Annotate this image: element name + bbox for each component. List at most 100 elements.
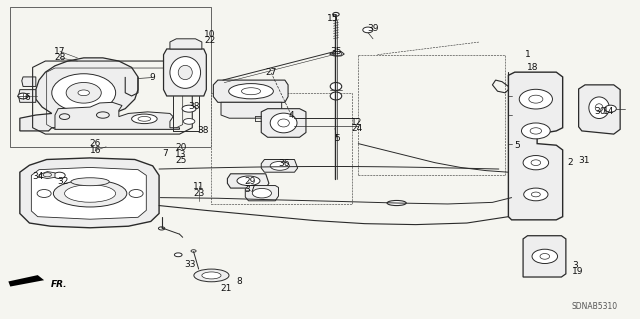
Polygon shape — [20, 158, 159, 228]
Text: 13: 13 — [175, 150, 186, 159]
Polygon shape — [261, 160, 298, 172]
Polygon shape — [170, 39, 202, 49]
Ellipse shape — [60, 114, 70, 120]
Ellipse shape — [170, 56, 200, 88]
Ellipse shape — [53, 180, 127, 207]
Ellipse shape — [170, 68, 193, 80]
Polygon shape — [227, 174, 269, 188]
Ellipse shape — [330, 92, 342, 100]
Polygon shape — [8, 275, 44, 286]
Ellipse shape — [18, 93, 28, 99]
Text: FR.: FR. — [51, 279, 67, 288]
Text: 39: 39 — [367, 24, 379, 33]
Ellipse shape — [202, 272, 221, 279]
Ellipse shape — [605, 105, 616, 112]
Ellipse shape — [589, 97, 609, 119]
Ellipse shape — [523, 156, 548, 170]
Text: 19: 19 — [572, 267, 583, 276]
Polygon shape — [55, 102, 179, 129]
Ellipse shape — [37, 189, 51, 197]
Text: 30: 30 — [595, 108, 606, 116]
Text: 4: 4 — [289, 111, 294, 120]
Text: 9: 9 — [149, 73, 155, 82]
Ellipse shape — [178, 65, 192, 80]
Text: 5: 5 — [334, 134, 340, 143]
Ellipse shape — [182, 105, 196, 112]
Ellipse shape — [52, 74, 116, 112]
Ellipse shape — [174, 253, 182, 257]
Ellipse shape — [228, 84, 273, 99]
Polygon shape — [508, 72, 563, 220]
Text: 5: 5 — [514, 141, 520, 150]
Polygon shape — [39, 172, 55, 179]
Ellipse shape — [270, 161, 289, 170]
Ellipse shape — [183, 119, 195, 124]
Ellipse shape — [522, 123, 550, 139]
Text: 12: 12 — [351, 117, 363, 127]
Text: 27: 27 — [265, 68, 276, 77]
Polygon shape — [10, 7, 211, 147]
Text: 38: 38 — [188, 102, 200, 111]
Ellipse shape — [237, 176, 260, 186]
Ellipse shape — [333, 12, 339, 16]
Text: 24: 24 — [351, 124, 363, 133]
Text: 2: 2 — [568, 158, 573, 167]
Polygon shape — [261, 109, 306, 137]
Ellipse shape — [252, 189, 271, 198]
Text: 33: 33 — [184, 260, 196, 270]
Text: 35: 35 — [330, 47, 342, 56]
Text: 18: 18 — [527, 63, 538, 72]
Ellipse shape — [132, 114, 157, 123]
Polygon shape — [31, 167, 147, 219]
Polygon shape — [20, 58, 138, 131]
Text: 34: 34 — [32, 172, 44, 181]
Text: 38: 38 — [197, 126, 209, 135]
Text: 37: 37 — [244, 185, 255, 194]
Text: 29: 29 — [244, 177, 255, 186]
Polygon shape — [523, 236, 566, 277]
Text: 1: 1 — [525, 50, 531, 59]
Text: 8: 8 — [236, 277, 242, 286]
Polygon shape — [221, 102, 282, 118]
Text: 31: 31 — [578, 156, 589, 165]
Text: 15: 15 — [327, 14, 339, 23]
Text: 16: 16 — [90, 146, 101, 155]
Text: 22: 22 — [204, 36, 215, 45]
Text: SDNAB5310: SDNAB5310 — [572, 302, 618, 311]
Text: 11: 11 — [193, 182, 204, 191]
Text: 20: 20 — [175, 143, 186, 152]
Ellipse shape — [387, 200, 406, 205]
Ellipse shape — [330, 83, 342, 90]
Text: 32: 32 — [58, 177, 69, 186]
Ellipse shape — [65, 185, 116, 202]
Ellipse shape — [363, 27, 373, 33]
Text: 36: 36 — [278, 159, 289, 168]
Ellipse shape — [532, 249, 557, 263]
FancyBboxPatch shape — [211, 93, 352, 204]
Polygon shape — [330, 51, 344, 56]
Ellipse shape — [71, 178, 109, 186]
Ellipse shape — [194, 269, 229, 282]
Text: 17: 17 — [54, 47, 66, 56]
Text: 25: 25 — [175, 156, 186, 165]
Text: 21: 21 — [220, 284, 232, 293]
Text: 14: 14 — [603, 108, 614, 116]
Ellipse shape — [129, 189, 143, 197]
Polygon shape — [579, 85, 620, 134]
Polygon shape — [245, 186, 278, 201]
Text: 23: 23 — [193, 189, 204, 198]
Text: 7: 7 — [163, 149, 168, 158]
Ellipse shape — [519, 89, 552, 109]
Ellipse shape — [524, 188, 548, 201]
Ellipse shape — [97, 112, 109, 118]
Text: 3: 3 — [573, 261, 579, 271]
Ellipse shape — [66, 83, 101, 103]
Ellipse shape — [78, 90, 90, 96]
Ellipse shape — [270, 113, 297, 133]
Polygon shape — [22, 77, 36, 86]
Ellipse shape — [54, 172, 65, 179]
Text: 26: 26 — [90, 139, 101, 148]
Polygon shape — [164, 49, 206, 96]
Polygon shape — [213, 80, 288, 102]
Text: 28: 28 — [54, 53, 66, 62]
